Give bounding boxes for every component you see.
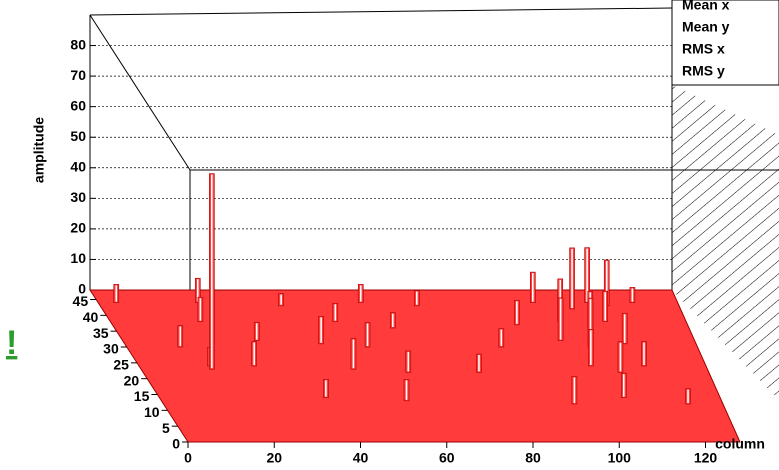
y-tick-label: 25: [113, 357, 129, 373]
bar: [602, 290, 609, 322]
bar: [113, 284, 120, 303]
bar: [529, 271, 536, 303]
bar: [641, 341, 647, 367]
y-tick-label: 40: [83, 309, 99, 325]
stats-box: [671, 0, 779, 86]
bar: [209, 173, 215, 370]
bar: [253, 322, 260, 341]
x-tick-label: 20: [266, 450, 282, 466]
y-tick-label: 10: [144, 404, 160, 420]
bar: [571, 376, 578, 405]
bar: [389, 312, 396, 329]
bar: [514, 300, 520, 326]
x-tick-label: 60: [439, 450, 455, 466]
bar: [251, 341, 257, 367]
stats-label: RMS x: [682, 41, 725, 57]
bar: [557, 297, 564, 341]
y-tick-label: 35: [93, 325, 109, 341]
bar: [629, 287, 636, 303]
y-tick-label: 45: [73, 293, 89, 309]
bar: [498, 328, 505, 348]
bar: [403, 379, 410, 402]
hatch: [672, 85, 779, 400]
bar: [318, 316, 324, 345]
bar: [177, 325, 184, 348]
z-tick-label: 50: [70, 128, 86, 144]
bar: [588, 329, 594, 367]
z-tick-label: 30: [70, 189, 86, 205]
x-tick-label: 0: [184, 450, 192, 466]
x-tick-label: 100: [608, 450, 632, 466]
y-tick-label: 5: [162, 420, 170, 436]
bar: [476, 353, 482, 373]
bar: [621, 312, 628, 345]
side-mark: !: [6, 324, 17, 362]
bar: [584, 247, 590, 303]
z-axis-title: amplitude: [31, 117, 47, 183]
z-tick-label: 80: [70, 36, 86, 52]
bar: [332, 303, 339, 322]
x-axis-title: column: [715, 436, 765, 452]
bar: [357, 284, 364, 303]
bar: [323, 379, 329, 398]
y-tick-label: 20: [124, 372, 140, 388]
floor: [89, 289, 741, 443]
z-tick-label: 60: [70, 97, 86, 113]
x-tick-label: 40: [353, 450, 369, 466]
bar: [197, 296, 204, 322]
stats-label: RMS y: [682, 63, 725, 79]
bar: [569, 247, 575, 310]
z-tick-label: 40: [70, 158, 86, 174]
z-tick-label: 0: [78, 281, 86, 297]
z-tick-label: 70: [70, 67, 86, 83]
z-tick-label: 20: [70, 220, 86, 236]
stats-label: Mean x: [682, 0, 730, 13]
y-tick-label: 15: [134, 388, 150, 404]
frame: [89, 7, 673, 16]
stats-label: Mean y: [682, 19, 730, 35]
bar: [413, 290, 420, 307]
x-tick-label: 120: [694, 450, 718, 466]
bar: [405, 350, 412, 373]
bar: [364, 322, 371, 348]
bar: [278, 293, 284, 307]
bar: [620, 372, 627, 398]
frame: [89, 14, 191, 171]
bar: [350, 338, 357, 370]
bar: [685, 388, 691, 405]
y-tick-label: 30: [103, 341, 119, 357]
y-tick-label: 0: [172, 436, 180, 452]
x-tick-label: 80: [525, 450, 541, 466]
z-tick-label: 10: [70, 250, 86, 266]
bar: [617, 341, 624, 373]
